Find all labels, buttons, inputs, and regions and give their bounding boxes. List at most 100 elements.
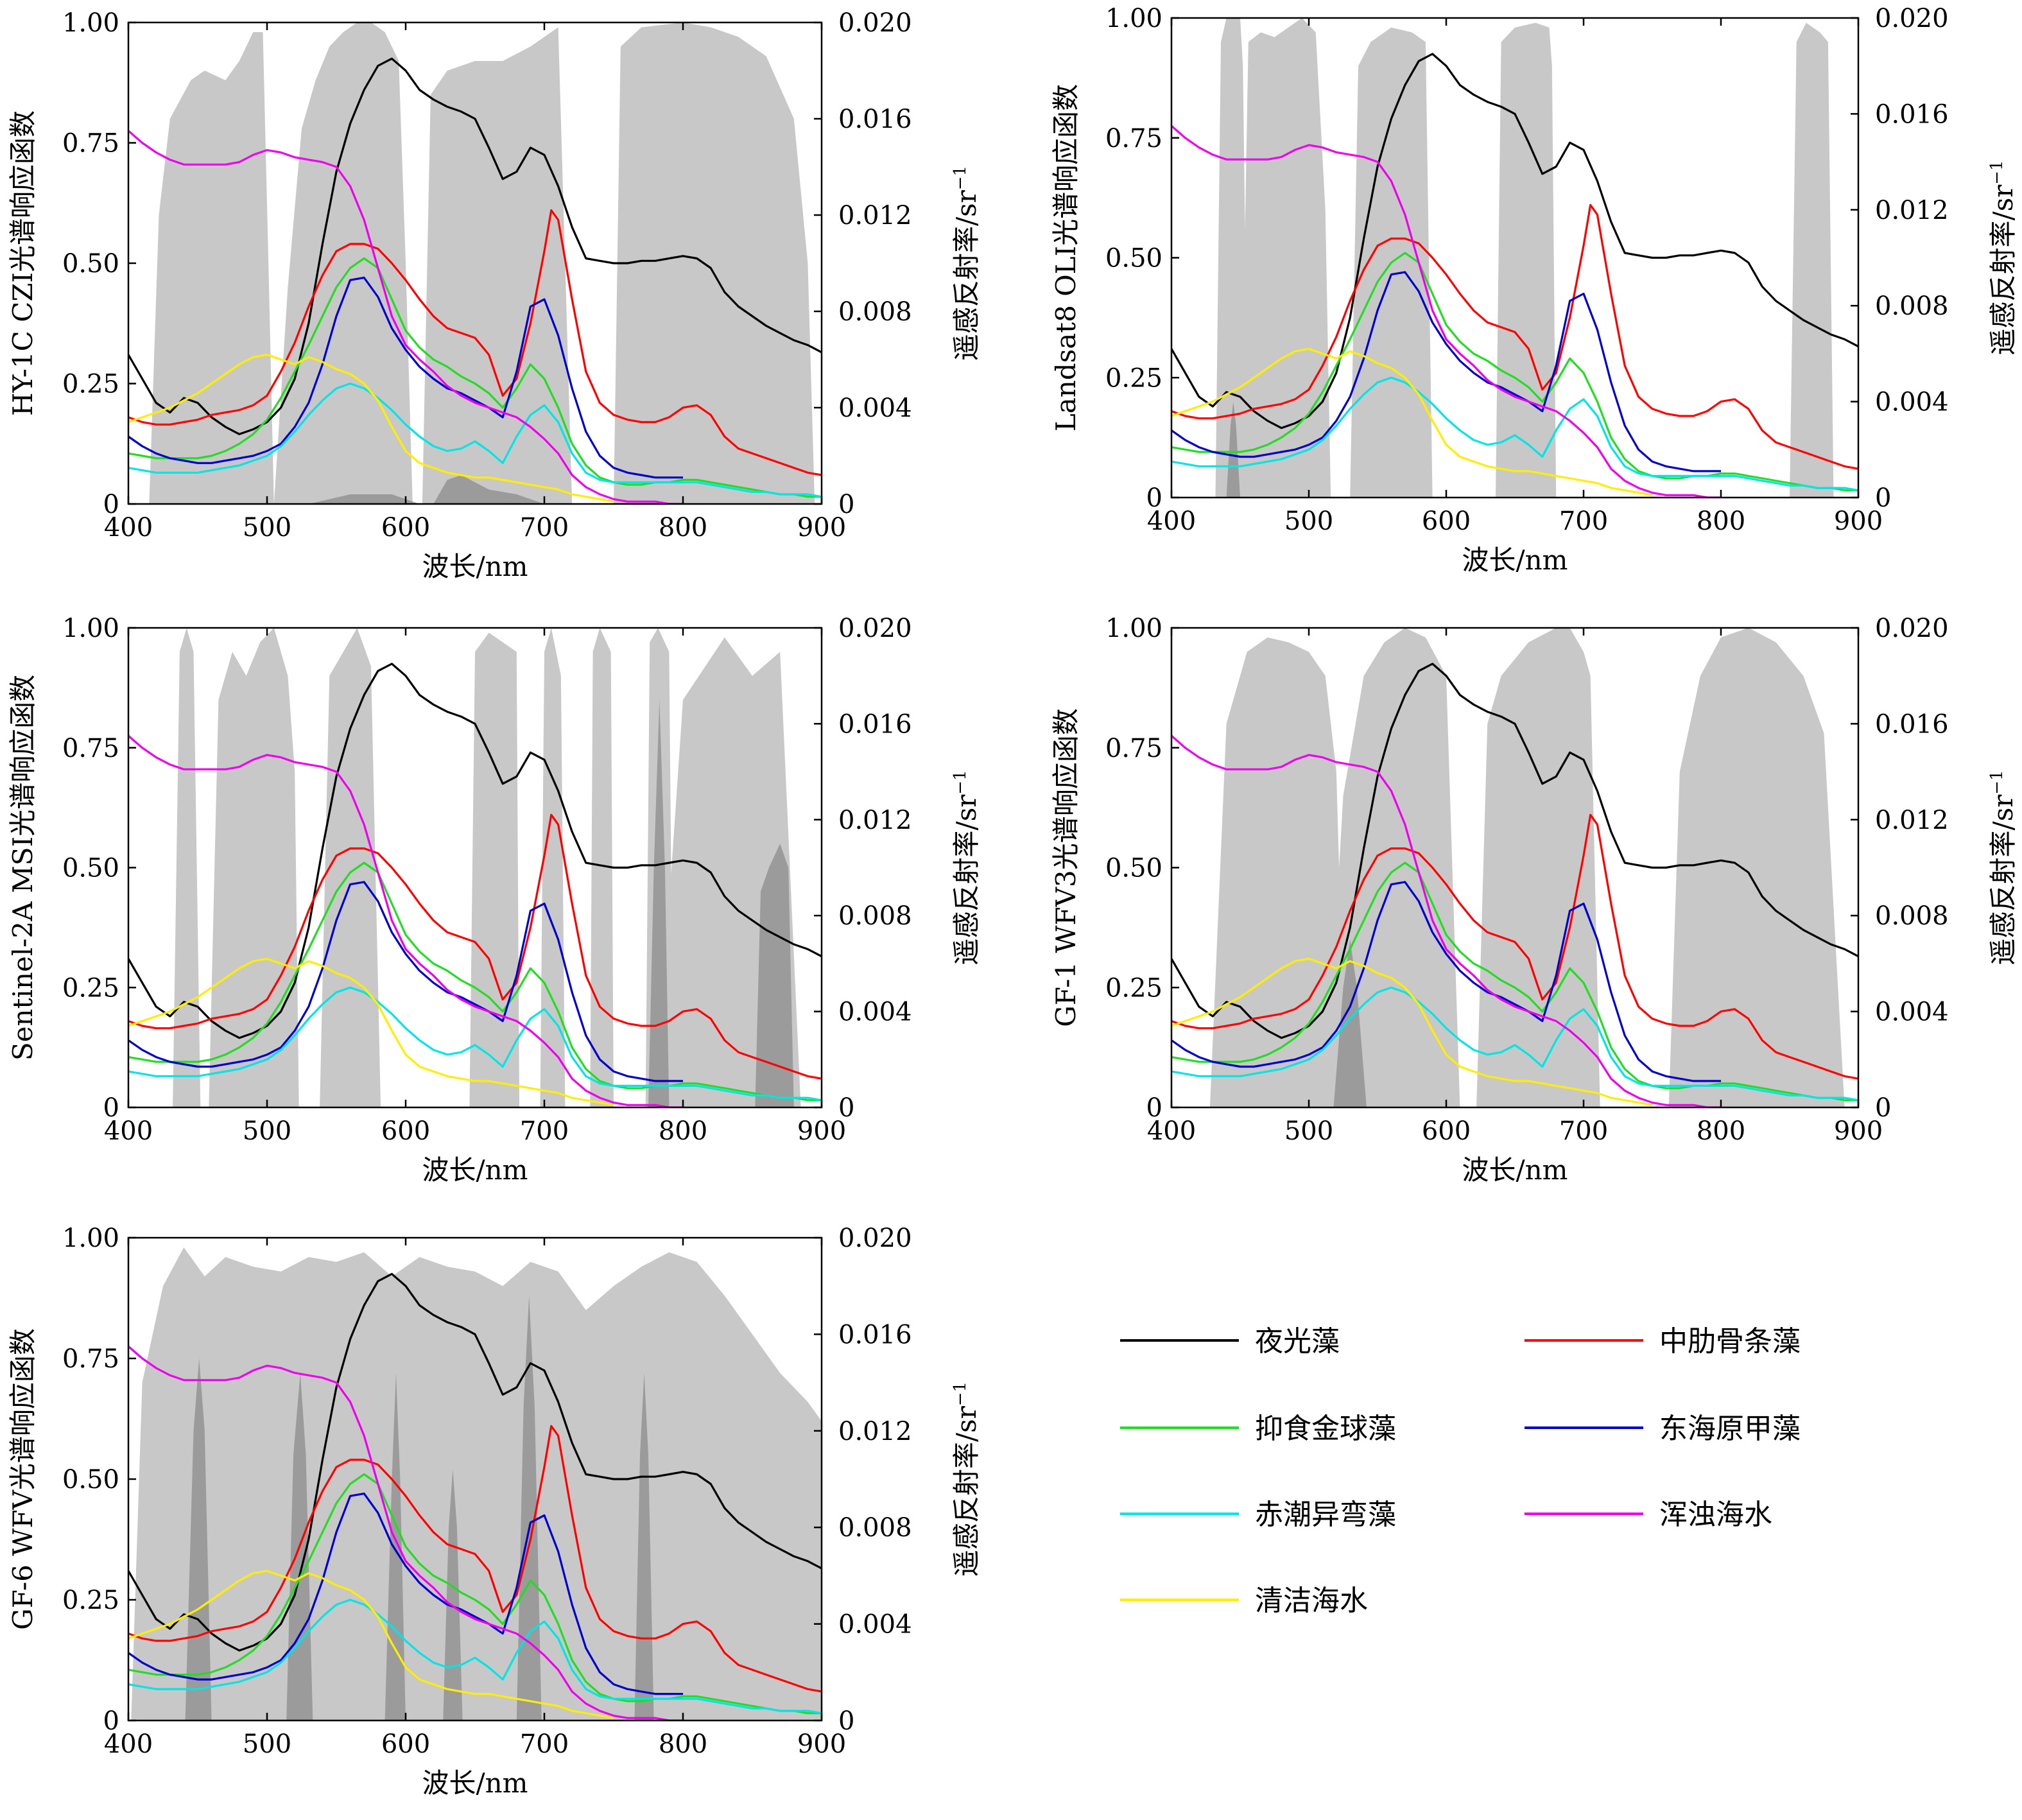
y-left-tick-label: 0.75 xyxy=(1105,734,1162,763)
y-right-tick-label: 0 xyxy=(838,1706,854,1736)
series-line-3 xyxy=(128,257,822,498)
x-tick-label: 800 xyxy=(659,1729,707,1759)
y-right-axis-label: 遥感反射率/sr−1 xyxy=(1987,770,2019,965)
response-band-dark-1 xyxy=(185,1358,212,1720)
response-band-dark-3 xyxy=(385,1373,406,1720)
y-right-axis-label-sup: −1 xyxy=(951,770,970,794)
y-left-axis-label: Landsat8 OLI光谱响应函数 xyxy=(1050,84,1082,431)
series-line-4 xyxy=(1171,881,1721,1082)
response-band-dark-4 xyxy=(443,1469,463,1720)
y-left-tick-label: 0.50 xyxy=(62,249,119,279)
x-tick-label: 700 xyxy=(1559,507,1608,536)
x-tick-label: 600 xyxy=(381,1116,430,1146)
y-right-tick-label: 0.008 xyxy=(1875,291,1949,321)
panel-1: 400 500 600 700 800 900 波长/nm 0 0.25 0.50 0.75 1.00… xyxy=(7,8,982,582)
legend-label: 中肋骨条藻 xyxy=(1659,1325,1801,1358)
x-tick-label: 500 xyxy=(1284,507,1333,536)
response-band-6 xyxy=(590,628,614,1107)
y-left-tick-label: 0.25 xyxy=(62,370,119,399)
x-tick-label: 900 xyxy=(797,1729,846,1759)
y-left-tick-label: 0.50 xyxy=(1105,854,1162,883)
series-line-3 xyxy=(1171,862,1858,1102)
series-line-1 xyxy=(128,663,822,1039)
y-right-tick-label: 0.008 xyxy=(838,297,912,327)
series-line-3 xyxy=(1171,252,1858,492)
x-tick-label: 900 xyxy=(797,1116,846,1146)
series-line-5 xyxy=(128,1599,822,1715)
response-band-3 xyxy=(1476,628,1600,1107)
y-left-tick-label: 0.25 xyxy=(62,973,119,1003)
y-right-tick-label: 0.016 xyxy=(838,105,912,134)
series-line-4 xyxy=(128,276,683,479)
x-tick-label: 600 xyxy=(1422,507,1471,536)
y-right-tick-label: 0.004 xyxy=(838,1610,912,1640)
legend-label: 赤潮异弯藻 xyxy=(1255,1498,1396,1531)
response-band-4 xyxy=(614,22,815,504)
x-tick-label: 800 xyxy=(659,513,707,542)
y-right-tick-label: 0.012 xyxy=(838,806,912,835)
series-line-6 xyxy=(128,1345,683,1720)
response-band-dark-1 xyxy=(1333,939,1367,1107)
response-band-dark-2 xyxy=(308,494,420,504)
panel-2: 400 500 600 700 800 900 波长/nm 0 0.25 0.50 0.75 1.00… xyxy=(1050,4,2019,576)
x-tick-label: 900 xyxy=(797,513,846,542)
y-right-axis-label-sup: −1 xyxy=(951,1382,970,1406)
x-axis-label: 波长/nm xyxy=(422,1767,528,1799)
y-right-tick-label: 0 xyxy=(838,1093,854,1123)
legend-label: 东海原甲藻 xyxy=(1659,1412,1801,1445)
y-right-tick-label: 0.020 xyxy=(1875,614,1949,643)
y-right-axis-label: 遥感反射率/sr−1 xyxy=(951,1382,982,1577)
y-left-tick-label: 0.25 xyxy=(1105,973,1162,1003)
y-left-tick-label: 1.00 xyxy=(62,1224,119,1253)
y-right-tick-label: 0.020 xyxy=(838,614,912,643)
series-line-5 xyxy=(1171,376,1858,492)
response-band-2 xyxy=(273,22,413,504)
response-band-1 xyxy=(131,1247,822,1720)
x-tick-label: 500 xyxy=(243,1116,291,1146)
y-left-tick-label: 1.00 xyxy=(1105,4,1162,33)
y-right-tick-label: 0.008 xyxy=(838,901,912,931)
series-line-1 xyxy=(128,1272,822,1652)
y-right-axis-label-sup: −1 xyxy=(1987,160,2007,184)
y-right-tick-label: 0.004 xyxy=(838,394,912,423)
y-left-tick-label: 1.00 xyxy=(62,614,119,643)
y-right-tick-label: 0.004 xyxy=(1875,388,1949,417)
x-tick-label: 600 xyxy=(1422,1116,1471,1146)
y-right-axis-label-main: 遥感反射率/sr xyxy=(951,1405,982,1577)
x-tick-label: 800 xyxy=(1697,1116,1745,1146)
x-tick-label: 600 xyxy=(381,1729,430,1759)
series-line-5 xyxy=(128,986,822,1102)
y-right-tick-label: 0 xyxy=(1875,1093,1891,1123)
y-right-tick-label: 0.004 xyxy=(838,998,912,1027)
y-left-tick-label: 0.50 xyxy=(62,854,119,883)
plot-area xyxy=(128,1247,822,1720)
series-line-2 xyxy=(1171,813,1858,1080)
y-right-tick-label: 0.016 xyxy=(838,1320,912,1349)
x-tick-label: 700 xyxy=(520,1116,569,1146)
response-band-1 xyxy=(173,628,201,1107)
x-tick-label: 500 xyxy=(243,1729,291,1759)
panel-3: 400 500 600 700 800 900 波长/nm 0 0.25 0.50 0.75 1.00… xyxy=(7,614,982,1186)
plot-area xyxy=(128,628,822,1107)
legend-label: 夜光藻 xyxy=(1255,1325,1340,1358)
series-line-7 xyxy=(1171,347,1653,496)
response-band-4 xyxy=(469,632,520,1107)
y-left-tick-label: 0.25 xyxy=(1105,363,1162,393)
response-band-dark-1 xyxy=(433,475,544,504)
y-left-tick-label: 0.75 xyxy=(62,734,119,763)
series-line-7 xyxy=(128,957,614,1106)
x-tick-label: 400 xyxy=(1147,1116,1196,1146)
series-line-6 xyxy=(1171,125,1721,498)
series-line-3 xyxy=(128,1473,822,1715)
y-left-axis-label: GF-6 WFV光谱响应函数 xyxy=(7,1328,39,1630)
x-axis-label: 波长/nm xyxy=(1462,1154,1568,1186)
series-line-4 xyxy=(128,881,683,1082)
y-left-tick-label: 0.75 xyxy=(62,129,119,159)
series-line-6 xyxy=(128,130,683,504)
y-left-tick-label: 0.50 xyxy=(1105,244,1162,273)
y-left-tick-label: 1.00 xyxy=(1105,614,1162,643)
y-right-axis-label-main: 遥感反射率/sr xyxy=(951,189,982,361)
y-right-axis-label: 遥感反射率/sr−1 xyxy=(1987,160,2019,355)
